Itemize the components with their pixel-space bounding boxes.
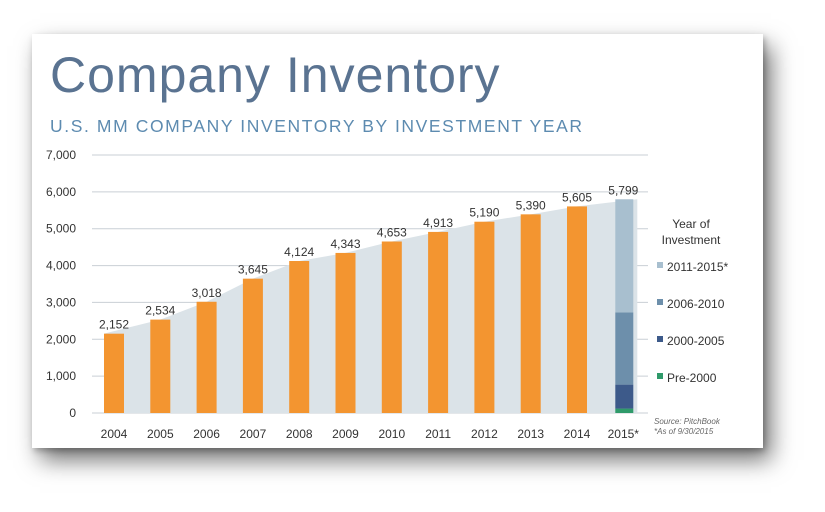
data-label: 5,190 bbox=[469, 206, 499, 220]
legend-title: Investment bbox=[662, 233, 721, 247]
y-tick-label: 4,000 bbox=[46, 259, 76, 273]
chart-slide: 0 1,000 2,000 3,000 4,000 5,000 6,000 7,000 2,15… bbox=[32, 34, 763, 448]
data-label: 4,653 bbox=[377, 226, 407, 240]
bar-2007 bbox=[242, 278, 263, 413]
bar-2009 bbox=[335, 252, 356, 413]
data-label: 3,018 bbox=[192, 286, 222, 300]
legend-label: Pre-2000 bbox=[667, 371, 717, 385]
legend-swatch bbox=[657, 373, 663, 379]
x-tick-label: 2006 bbox=[193, 427, 220, 441]
data-label: 2,152 bbox=[99, 318, 129, 332]
x-tick-label: 2005 bbox=[147, 427, 174, 441]
x-tick-label: 2008 bbox=[286, 427, 313, 441]
source-note: Source: PitchBook bbox=[654, 417, 721, 426]
y-tick-label: 1,000 bbox=[46, 369, 76, 383]
legend-swatch bbox=[657, 336, 663, 342]
bar-2005 bbox=[150, 319, 171, 413]
x-tick-label: 2009 bbox=[332, 427, 359, 441]
legend-label: 2006-2010 bbox=[667, 297, 725, 311]
x-tick-label: 2010 bbox=[378, 427, 405, 441]
y-tick-label: 7,000 bbox=[46, 148, 76, 162]
data-label: 4,124 bbox=[284, 245, 314, 259]
x-tick-label: 2013 bbox=[517, 427, 544, 441]
stacked-segment-20062010 bbox=[615, 312, 634, 385]
data-label: 3,645 bbox=[238, 263, 268, 277]
bar-2011 bbox=[428, 231, 449, 413]
legend-swatch bbox=[657, 262, 663, 268]
bar-2012 bbox=[474, 221, 495, 413]
x-tick-label: 2015* bbox=[608, 427, 640, 441]
data-label: 5,799 bbox=[608, 183, 638, 197]
legend-title: Year of bbox=[672, 217, 710, 231]
bar-2010 bbox=[381, 241, 402, 413]
stacked-segment-20002005 bbox=[615, 384, 634, 409]
page-title: Company Inventory bbox=[50, 47, 501, 103]
y-tick-label: 0 bbox=[69, 406, 76, 420]
x-tick-label: 2004 bbox=[101, 427, 128, 441]
page-subtitle: U.S. MM COMPANY INVENTORY BY INVESTMENT … bbox=[50, 116, 584, 136]
legend-label: 2000-2005 bbox=[667, 334, 725, 348]
data-label: 4,913 bbox=[423, 216, 453, 230]
x-tick-label: 2012 bbox=[471, 427, 498, 441]
x-tick-label: 2007 bbox=[240, 427, 267, 441]
bar-2013 bbox=[520, 214, 541, 413]
y-tick-label: 6,000 bbox=[46, 185, 76, 199]
bar-2006 bbox=[196, 301, 217, 413]
data-label: 5,605 bbox=[562, 190, 592, 204]
bar-2008 bbox=[289, 261, 310, 413]
stacked-segment-20112015 bbox=[615, 199, 634, 313]
source-note-date: *As of 9/30/2015 bbox=[654, 427, 714, 436]
x-tick-label: 2011 bbox=[425, 427, 451, 441]
bar-2004 bbox=[104, 333, 124, 413]
legend-label: 2011-2015* bbox=[667, 260, 728, 274]
data-label: 4,343 bbox=[330, 237, 360, 251]
background-area bbox=[104, 199, 638, 413]
y-tick-label: 3,000 bbox=[46, 295, 76, 309]
inventory-chart: 0 1,000 2,000 3,000 4,000 5,000 6,000 7,000 2,15… bbox=[46, 148, 729, 441]
y-tick-label: 2,000 bbox=[46, 332, 76, 346]
y-tick-label: 5,000 bbox=[46, 222, 76, 236]
stacked-segment-Pre2000 bbox=[615, 408, 634, 413]
legend-swatch bbox=[657, 299, 663, 305]
data-label: 5,390 bbox=[516, 198, 546, 212]
x-tick-label: 2014 bbox=[564, 427, 591, 441]
data-label: 2,534 bbox=[145, 304, 175, 318]
bar-2014 bbox=[567, 206, 587, 413]
